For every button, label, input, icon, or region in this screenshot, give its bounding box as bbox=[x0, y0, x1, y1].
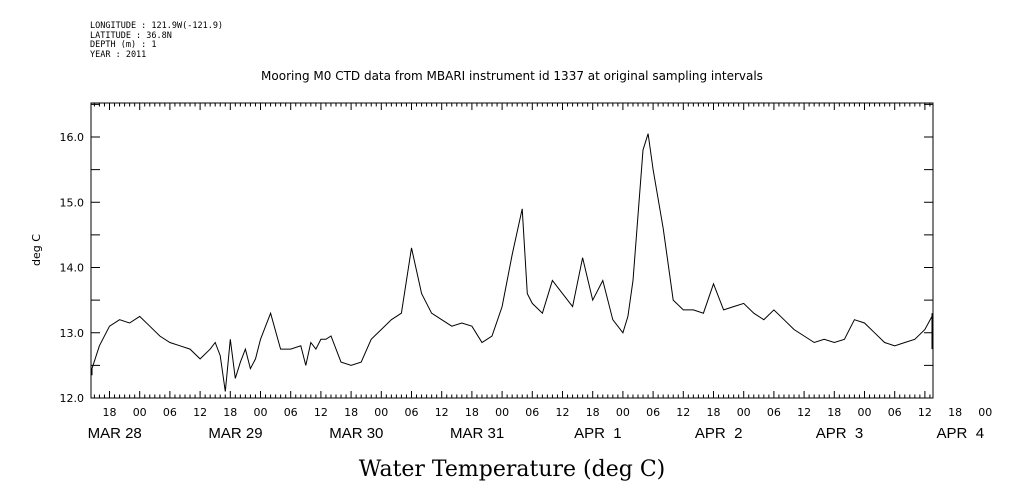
x-hour-label: 18 bbox=[827, 406, 841, 419]
x-hour-label: 12 bbox=[556, 406, 570, 419]
x-hour-label: 06 bbox=[767, 406, 781, 419]
y-tick-label: 16.0 bbox=[60, 131, 85, 144]
x-hour-label: 00 bbox=[978, 406, 992, 419]
x-axis-label: Water Temperature (deg C) bbox=[359, 457, 666, 482]
meta-depth: DEPTH (m) : 1 bbox=[90, 40, 157, 50]
meta-year: YEAR : 2011 bbox=[90, 49, 147, 60]
y-tick-label: 12.0 bbox=[60, 392, 85, 405]
y-tick-label: 14.0 bbox=[60, 262, 85, 275]
x-hour-label: 00 bbox=[737, 406, 751, 419]
x-hour-label: 06 bbox=[163, 406, 177, 419]
x-hour-label: 12 bbox=[918, 406, 932, 419]
x-day-label: MAR 28 bbox=[88, 425, 142, 442]
metadata-block: LONGITUDE : 121.9W(-121.9) LATITUDE : 36… bbox=[90, 21, 224, 60]
x-day-label: APR 2 bbox=[695, 425, 743, 442]
x-hour-label: 12 bbox=[676, 406, 690, 419]
x-hour-label: 12 bbox=[435, 406, 449, 419]
x-hour-label: 18 bbox=[223, 406, 237, 419]
x-hour-label: 00 bbox=[495, 406, 509, 419]
y-axis: 12.0 13.0 14.0 15.0 16.0 bbox=[60, 131, 85, 405]
y-tick-label: 13.0 bbox=[60, 327, 85, 340]
x-hour-label: 00 bbox=[254, 406, 268, 419]
x-day-label: MAR 29 bbox=[208, 425, 262, 442]
x-day-label: MAR 31 bbox=[450, 425, 504, 442]
x-axis: 18 00 06 12 18 00 06 12 18 00 06 12 18 00 06 12 18 00 06 12… bbox=[88, 406, 1009, 442]
temperature-line bbox=[91, 133, 933, 392]
x-hour-label: 06 bbox=[888, 406, 902, 419]
x-hour-label: 06 bbox=[646, 406, 660, 419]
plot-frame bbox=[90, 102, 934, 399]
y-tick-label: 15.0 bbox=[60, 196, 85, 209]
x-day-label: MAR 30 bbox=[329, 425, 383, 442]
x-hour-label: 06 bbox=[405, 406, 419, 419]
x-hour-label: 18 bbox=[344, 406, 358, 419]
x-day-label: APR 4 bbox=[937, 425, 985, 442]
x-hour-label: 18 bbox=[103, 406, 117, 419]
x-hour-label: 00 bbox=[616, 406, 630, 419]
x-hour-label: 12 bbox=[314, 406, 328, 419]
x-hour-label: 18 bbox=[948, 406, 962, 419]
x-day-label: APR 3 bbox=[816, 425, 864, 442]
x-hour-label: 12 bbox=[797, 406, 811, 419]
x-hour-label: 00 bbox=[858, 406, 872, 419]
x-day-label: APR 1 bbox=[574, 425, 622, 442]
x-hour-label: 18 bbox=[465, 406, 479, 419]
meta-longitude: LONGITUDE : 121.9W(-121.9) bbox=[90, 21, 224, 31]
x-hour-label: 06 bbox=[525, 406, 539, 419]
x-hour-label: 00 bbox=[374, 406, 388, 419]
x-hour-label: 18 bbox=[707, 406, 721, 419]
x-hour-label: 00 bbox=[133, 406, 147, 419]
x-hour-label: 18 bbox=[586, 406, 600, 419]
axis-ticks bbox=[91, 103, 933, 399]
chart-title: Mooring M0 CTD data from MBARI instrumen… bbox=[261, 69, 763, 83]
meta-latitude: LATITUDE : 36.8N bbox=[90, 30, 172, 41]
x-hour-label: 12 bbox=[193, 406, 207, 419]
x-hour-label: 06 bbox=[284, 406, 298, 419]
y-axis-label: deg C bbox=[30, 234, 43, 266]
